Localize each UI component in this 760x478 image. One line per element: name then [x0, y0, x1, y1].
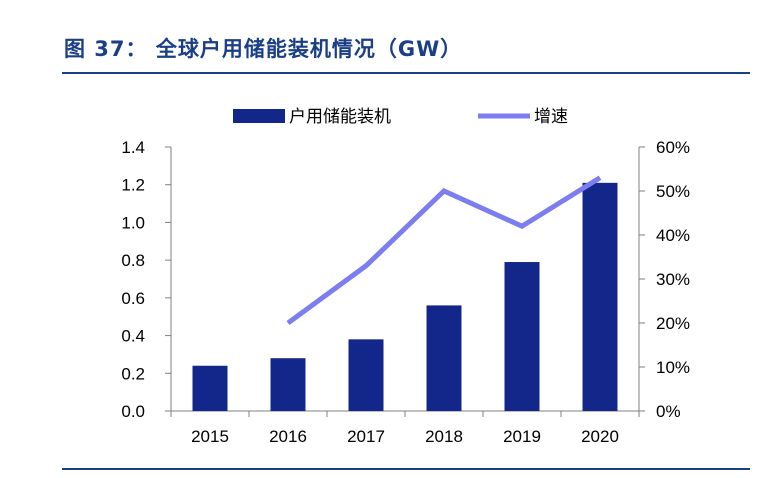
y-left-tick-label: 0.8 — [121, 251, 145, 270]
x-tick-label: 2019 — [503, 427, 541, 446]
legend: 户用储能装机 增速 — [233, 107, 568, 126]
y-right-tick-label: 0% — [656, 402, 681, 421]
x-tick-label: 2020 — [581, 427, 619, 446]
y-right-tick-label: 20% — [656, 314, 690, 333]
y-left-tick-label: 0.2 — [121, 364, 145, 383]
legend-bar-swatch — [233, 109, 285, 123]
bar — [582, 182, 618, 411]
x-tick-label: 2016 — [269, 427, 307, 446]
y-right-tick-label: 10% — [656, 358, 690, 377]
y-left-tick-label: 1.4 — [121, 138, 145, 157]
x-tick-label: 2018 — [425, 427, 463, 446]
y-left-tick-label: 0.6 — [121, 289, 145, 308]
title-rule — [62, 72, 750, 74]
y-left-tick-label: 1.2 — [121, 176, 145, 195]
legend-line-label: 增速 — [534, 107, 568, 126]
y-right-tick-label: 50% — [656, 182, 690, 201]
y-right-tick-label: 30% — [656, 270, 690, 289]
legend-bar-label: 户用储能装机 — [289, 107, 391, 126]
y-right-tick-label: 40% — [656, 226, 690, 245]
bar-series — [192, 182, 618, 411]
footer-rule — [62, 468, 750, 470]
line-series — [286, 175, 602, 326]
figure-title: 图 37： 全球户用储能装机情况（GW） — [64, 37, 463, 61]
y-left-tick-label: 0.0 — [121, 402, 145, 421]
growth-line — [286, 175, 602, 326]
bar — [270, 358, 306, 411]
x-tick-label: 2017 — [347, 427, 385, 446]
bar — [348, 339, 384, 411]
x-tick-label: 2015 — [191, 427, 229, 446]
bar — [504, 262, 540, 411]
axes: 0.0 0.2 0.4 0.6 0.8 1.0 1.2 1.4 0% 10% 20% 30% 40% 50… — [121, 138, 690, 446]
y-left-tick-label: 1.0 — [121, 213, 145, 232]
y-right-tick-label: 60% — [656, 138, 690, 157]
bar — [192, 365, 228, 411]
bar — [426, 305, 462, 411]
y-left-tick-label: 0.4 — [121, 327, 145, 346]
